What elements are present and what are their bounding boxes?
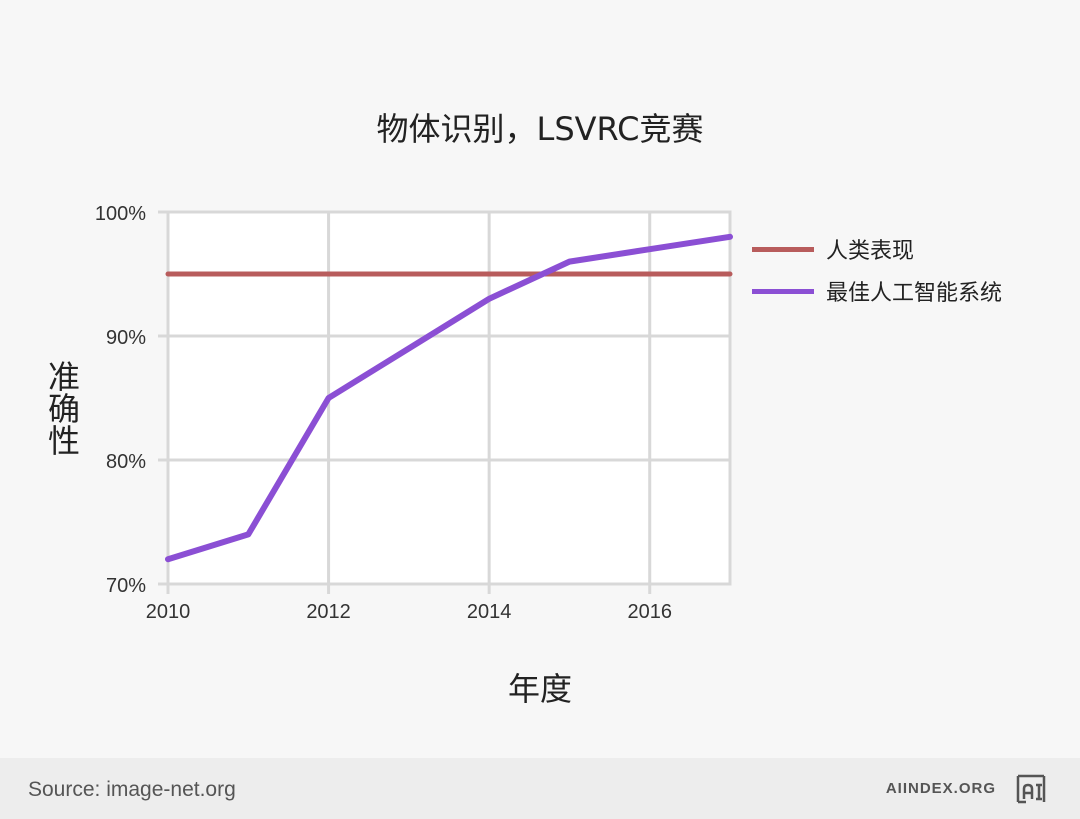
brand-link[interactable]: AIINDEX.ORG: [885, 780, 996, 797]
y-tick-label: 100%: [95, 203, 146, 225]
chart-title: 物体识别，LSVRC竞赛: [376, 110, 704, 148]
x-tick-label: 2012: [306, 601, 351, 623]
legend-swatch-human: [752, 246, 814, 252]
y-axis-label: 准确性: [43, 360, 81, 456]
ai-index-logo-icon[interactable]: [1014, 772, 1048, 806]
x-tick-label: 2014: [467, 601, 512, 623]
legend: 人类表现 最佳人工智能系统: [752, 228, 1002, 312]
x-axis-label: 年度: [507, 670, 572, 708]
x-tick-label: 2010: [146, 601, 191, 623]
y-tick-label: 80%: [106, 451, 146, 473]
tick-labels: 70% 80% 90% 100% 2010 2012 2014 2016: [95, 203, 672, 623]
y-tick-label: 70%: [106, 575, 146, 597]
legend-item-ai: 最佳人工智能系统: [752, 270, 1002, 312]
legend-item-human: 人类表现: [752, 228, 1002, 270]
y-tick-label: 90%: [106, 327, 146, 349]
series-line-ai: [165, 233, 733, 563]
legend-label-ai: 最佳人工智能系统: [826, 281, 1003, 306]
legend-swatch-ai: [752, 288, 814, 294]
legend-label-human: 人类表现: [826, 239, 915, 264]
footer: Source: image-net.org AIINDEX.ORG: [0, 758, 1080, 819]
source-text: Source: image-net.org: [28, 778, 236, 801]
x-tick-label: 2016: [627, 601, 672, 623]
series-layer: [165, 233, 733, 563]
